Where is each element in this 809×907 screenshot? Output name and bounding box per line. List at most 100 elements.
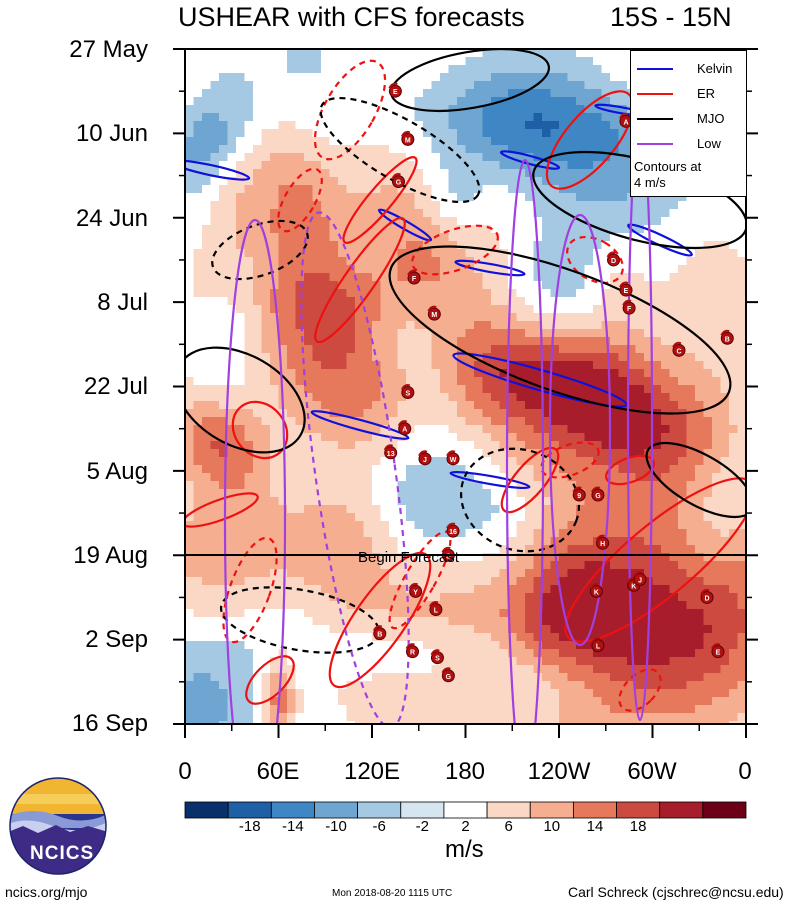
- legend-entry-mjo: MJO: [635, 111, 745, 127]
- storm-marker: A: [619, 112, 633, 128]
- storm-marker: B: [372, 625, 387, 641]
- storm-markers: EMGABCDEFCBFMSA13JW9G16SHYKKJDLBRSGLE: [372, 82, 734, 683]
- ytick-label-5: 22 Jul: [83, 373, 148, 400]
- ytick-label-9: 16 Sep: [71, 710, 148, 737]
- colorbar-swatch: [400, 801, 445, 819]
- storm-marker: F: [622, 299, 636, 315]
- storm-marker: K: [589, 582, 603, 598]
- xtick-label-0: 0: [178, 758, 192, 785]
- ytick-label-7: 19 Aug: [73, 542, 148, 569]
- legend-swatch-er: [637, 93, 673, 95]
- storm-marker: L: [428, 600, 443, 616]
- legend-note-line1: Contours at: [634, 159, 702, 174]
- ytick-label-3: 24 Jun: [75, 205, 148, 232]
- legend: Kelvin ER MJO Low Contours at 4 m/s: [630, 50, 747, 197]
- colorbar-swatch: [314, 801, 359, 819]
- storm-marker: F: [407, 269, 421, 285]
- storm-marker: E: [388, 82, 402, 98]
- legend-swatch-kelvin: [637, 68, 673, 70]
- storm-marker: B: [720, 329, 734, 345]
- legend-contour-note: Contours at 4 m/s: [634, 159, 701, 191]
- colorbar-tick-label: -2: [415, 818, 430, 835]
- legend-entry-kelvin: Kelvin: [635, 61, 745, 77]
- colorbar-tick-label: -6: [372, 818, 386, 835]
- colorbar-swatch: [357, 801, 402, 819]
- ytick-label-1: 27 May: [69, 36, 148, 63]
- ytick-label-8: 2 Sep: [85, 626, 148, 653]
- legend-label-low: Low: [697, 136, 721, 151]
- storm-marker: Y: [408, 582, 423, 598]
- legend-label-mjo: MJO: [697, 111, 725, 126]
- colorbar: [184, 801, 747, 819]
- storm-marker: H: [595, 534, 610, 550]
- storm-marker: C: [672, 341, 686, 357]
- colorbar-tick-label: 18: [629, 818, 647, 835]
- footer-author: Carl Schreck (cjschrec@ncsu.edu): [568, 884, 784, 900]
- storm-marker: E: [619, 281, 633, 297]
- storm-marker: M: [400, 130, 415, 146]
- storm-marker: L: [591, 637, 605, 653]
- ytick-label-6: 5 Aug: [86, 458, 148, 485]
- storm-marker: 13: [383, 444, 398, 460]
- xtick-label-120w: 120W: [527, 758, 591, 785]
- legend-note-line2: 4 m/s: [634, 175, 666, 190]
- xtick-label-120e: 120E: [343, 758, 401, 785]
- storm-marker: G: [441, 667, 455, 683]
- logo-text: NCICS: [30, 843, 95, 864]
- storm-marker: G: [591, 486, 605, 502]
- colorbar-swatch: [529, 801, 574, 819]
- storm-marker: S: [400, 384, 415, 400]
- colorbar-tick-label: -14: [282, 818, 304, 835]
- chart-title: USHEAR with CFS forecasts: [178, 2, 525, 32]
- legend-entry-er: ER: [635, 86, 745, 102]
- legend-swatch-mjo: [637, 118, 673, 120]
- begin-forecast-label: Begin Forecast: [358, 549, 460, 566]
- colorbar-swatch: [486, 801, 531, 819]
- storm-marker: M: [427, 305, 441, 321]
- xtick-label-60e: 60E: [256, 758, 300, 785]
- colorbar-swatch: [184, 801, 229, 819]
- storm-marker: 9: [572, 486, 586, 502]
- legend-entry-low: Low: [635, 136, 745, 152]
- storm-marker: D: [606, 251, 621, 267]
- colorbar-tick-label: -18: [238, 818, 261, 835]
- colorbar-swatch: [616, 801, 661, 819]
- colorbar-tick-label: 14: [586, 818, 604, 835]
- wave-contours: [185, 49, 746, 724]
- legend-label-er: ER: [697, 86, 716, 101]
- xtick-label-0-end: 0: [738, 758, 752, 785]
- axis-ticks: [173, 48, 758, 738]
- colorbar-swatch: [572, 801, 617, 819]
- storm-marker: S: [441, 546, 455, 562]
- colorbar-tick-label: -10: [325, 818, 347, 835]
- storm-marker: J: [633, 570, 647, 586]
- colorbar-tick-label: 2: [461, 818, 470, 835]
- footer-timestamp: Mon 2018-08-20 1115 UTC: [332, 888, 453, 899]
- colorbar-swatch: [270, 801, 315, 819]
- xtick-label-180: 180: [444, 758, 486, 785]
- colorbar-swatch: [702, 801, 747, 819]
- colorbar-swatch: [443, 801, 488, 819]
- colorbar-swatch: [227, 801, 272, 819]
- colorbar-tick-label: 6: [504, 818, 513, 835]
- storm-marker: R: [405, 643, 420, 659]
- storm-marker: D: [700, 588, 714, 604]
- footer-website[interactable]: ncics.org/mjo: [5, 884, 88, 900]
- colorbar-swatch: [659, 801, 704, 819]
- storm-marker: J: [418, 450, 432, 466]
- ncics-logo: [9, 777, 107, 875]
- ytick-label-2: 10 Jun: [75, 120, 148, 147]
- storm-marker: E: [711, 643, 725, 659]
- storm-marker: S: [430, 649, 444, 665]
- storm-marker: 16: [446, 522, 460, 538]
- legend-label-kelvin: Kelvin: [697, 61, 733, 76]
- storm-marker: W: [446, 450, 460, 466]
- legend-swatch-low: [637, 143, 673, 145]
- ytick-label-4: 8 Jul: [97, 289, 148, 316]
- storm-marker: A: [397, 420, 412, 436]
- colorbar-tick-label: 10: [543, 818, 561, 835]
- xtick-label-60w: 60W: [627, 758, 677, 785]
- colorbar-units: m/s: [445, 836, 484, 863]
- storm-marker: G: [391, 173, 405, 189]
